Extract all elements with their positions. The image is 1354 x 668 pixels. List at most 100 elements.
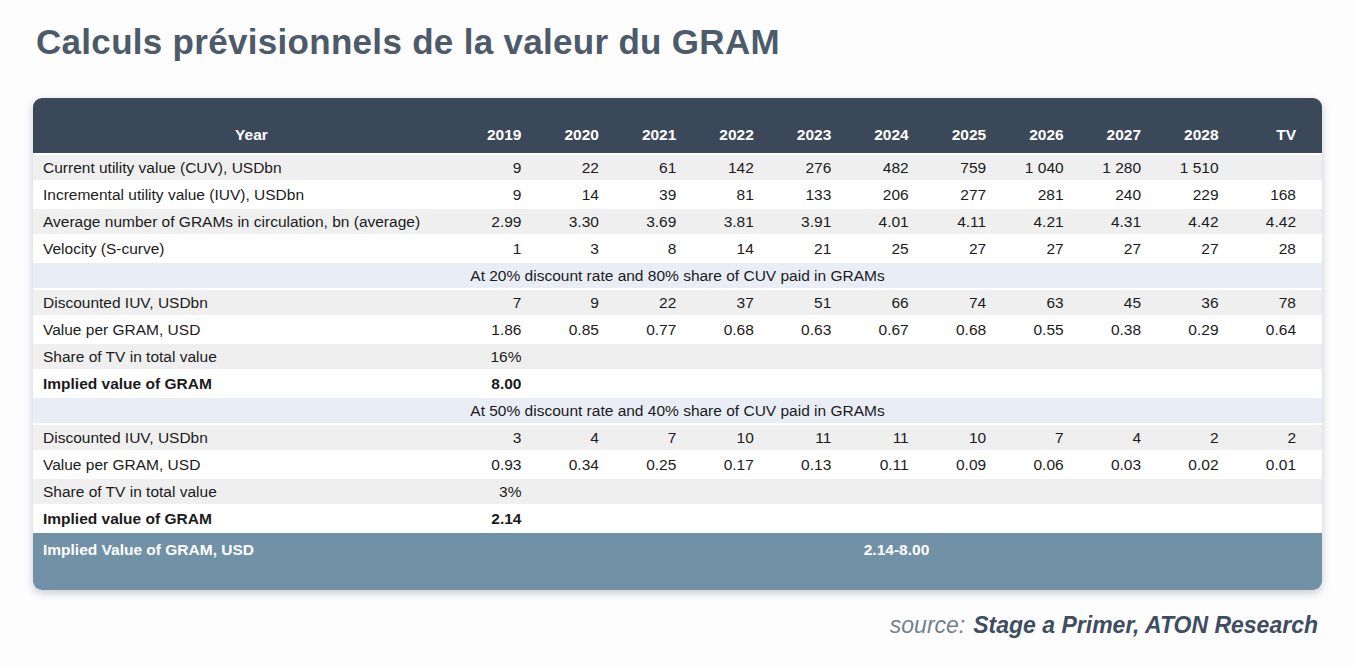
cell-value: 482: [857, 154, 934, 181]
cell-value: 4: [1090, 424, 1167, 451]
cell-value: 133: [780, 181, 857, 208]
cell-value: [702, 478, 779, 505]
cell-value: [1090, 343, 1167, 370]
cell-value: 27: [935, 235, 1012, 262]
cell-value: 16%: [470, 343, 547, 370]
table-row: Share of TV in total value3%: [33, 478, 1322, 505]
row-label: Share of TV in total value: [33, 478, 470, 505]
row-label: Implied value of GRAM: [33, 505, 470, 532]
table-row: Average number of GRAMs in circulation, …: [33, 208, 1322, 235]
cell-value: 8.00: [470, 370, 547, 397]
cell-value: 3.91: [780, 208, 857, 235]
cell-value: 8: [625, 235, 702, 262]
row-label: Value per GRAM, USD: [33, 451, 470, 478]
cell-value: 1 510: [1167, 154, 1244, 181]
cell-value: 3: [470, 424, 547, 451]
cell-value: [857, 478, 934, 505]
summary-value: 2.14-8.00: [470, 532, 1322, 590]
section-label: At 50% discount rate and 40% share of CU…: [33, 397, 1322, 424]
source-value: Stage a Primer, ATON Research: [973, 612, 1318, 638]
cell-value: 9: [470, 181, 547, 208]
cell-value: 3.69: [625, 208, 702, 235]
cell-value: 74: [935, 289, 1012, 316]
cell-value: 0.02: [1167, 451, 1244, 478]
cell-value: [1245, 505, 1322, 532]
cell-value: 78: [1245, 289, 1322, 316]
column-header: TV: [1245, 98, 1322, 154]
table-row: Current utility value (CUV), USDbn922611…: [33, 154, 1322, 181]
cell-value: [857, 343, 934, 370]
section-row: At 20% discount rate and 80% share of CU…: [33, 262, 1322, 289]
row-label: Value per GRAM, USD: [33, 316, 470, 343]
cell-value: 27: [1167, 235, 1244, 262]
cell-value: 61: [625, 154, 702, 181]
cell-value: 7: [1012, 424, 1089, 451]
cell-value: [1012, 505, 1089, 532]
column-header: 2021: [625, 98, 702, 154]
cell-value: [935, 343, 1012, 370]
cell-value: 2: [1167, 424, 1244, 451]
cell-value: 10: [935, 424, 1012, 451]
cell-value: [1167, 478, 1244, 505]
summary-label: Implied Value of GRAM, USD: [33, 532, 470, 590]
cell-value: 3.30: [547, 208, 624, 235]
cell-value: 11: [857, 424, 934, 451]
cell-value: 3: [547, 235, 624, 262]
cell-value: 0.38: [1090, 316, 1167, 343]
cell-value: 9: [547, 289, 624, 316]
cell-value: 45: [1090, 289, 1167, 316]
cell-value: [547, 505, 624, 532]
cell-value: [547, 478, 624, 505]
cell-value: 1.86: [470, 316, 547, 343]
cell-value: 2.14: [470, 505, 547, 532]
cell-value: 0.17: [702, 451, 779, 478]
cell-value: 0.67: [857, 316, 934, 343]
cell-value: 206: [857, 181, 934, 208]
cell-value: [1167, 343, 1244, 370]
table-row: Share of TV in total value16%: [33, 343, 1322, 370]
column-header: 2028: [1167, 98, 1244, 154]
slide: Calculs prévisionnels de la valeur du GR…: [0, 0, 1354, 668]
row-label: Implied value of GRAM: [33, 370, 470, 397]
cell-value: [1245, 478, 1322, 505]
cell-value: [547, 343, 624, 370]
cell-value: [780, 478, 857, 505]
cell-value: 1 040: [1012, 154, 1089, 181]
valuation-card: Year201920202021202220232024202520262027…: [33, 98, 1322, 590]
cell-value: 0.09: [935, 451, 1012, 478]
cell-value: [1167, 505, 1244, 532]
gram-valuation-table: Year201920202021202220232024202520262027…: [33, 98, 1322, 590]
cell-value: 2: [1245, 424, 1322, 451]
cell-value: [935, 370, 1012, 397]
cell-value: 0.03: [1090, 451, 1167, 478]
cell-value: 0.11: [857, 451, 934, 478]
row-label: Velocity (S-curve): [33, 235, 470, 262]
cell-value: [935, 478, 1012, 505]
cell-value: 0.93: [470, 451, 547, 478]
column-header: 2019: [470, 98, 547, 154]
column-header: 2024: [857, 98, 934, 154]
row-label: Incremental utility value (IUV), USDbn: [33, 181, 470, 208]
cell-value: 0.34: [547, 451, 624, 478]
summary-row: Implied Value of GRAM, USD2.14-8.00: [33, 532, 1322, 590]
cell-value: [625, 478, 702, 505]
table-row: Velocity (S-curve)1381421252727272728: [33, 235, 1322, 262]
cell-value: [857, 370, 934, 397]
cell-value: [625, 370, 702, 397]
cell-value: 4.31: [1090, 208, 1167, 235]
cell-value: [780, 370, 857, 397]
row-label: Discounted IUV, USDbn: [33, 289, 470, 316]
section-label: At 20% discount rate and 80% share of CU…: [33, 262, 1322, 289]
cell-value: 39: [625, 181, 702, 208]
column-header: 2022: [702, 98, 779, 154]
cell-value: 9: [470, 154, 547, 181]
column-header: 2025: [935, 98, 1012, 154]
table-row: Incremental utility value (IUV), USDbn9 1…: [33, 181, 1322, 208]
row-label: Discounted IUV, USDbn: [33, 424, 470, 451]
cell-value: [1012, 478, 1089, 505]
cell-value: [780, 343, 857, 370]
row-label: Share of TV in total value: [33, 343, 470, 370]
cell-value: [702, 343, 779, 370]
column-header: 2020: [547, 98, 624, 154]
cell-value: 276: [780, 154, 857, 181]
